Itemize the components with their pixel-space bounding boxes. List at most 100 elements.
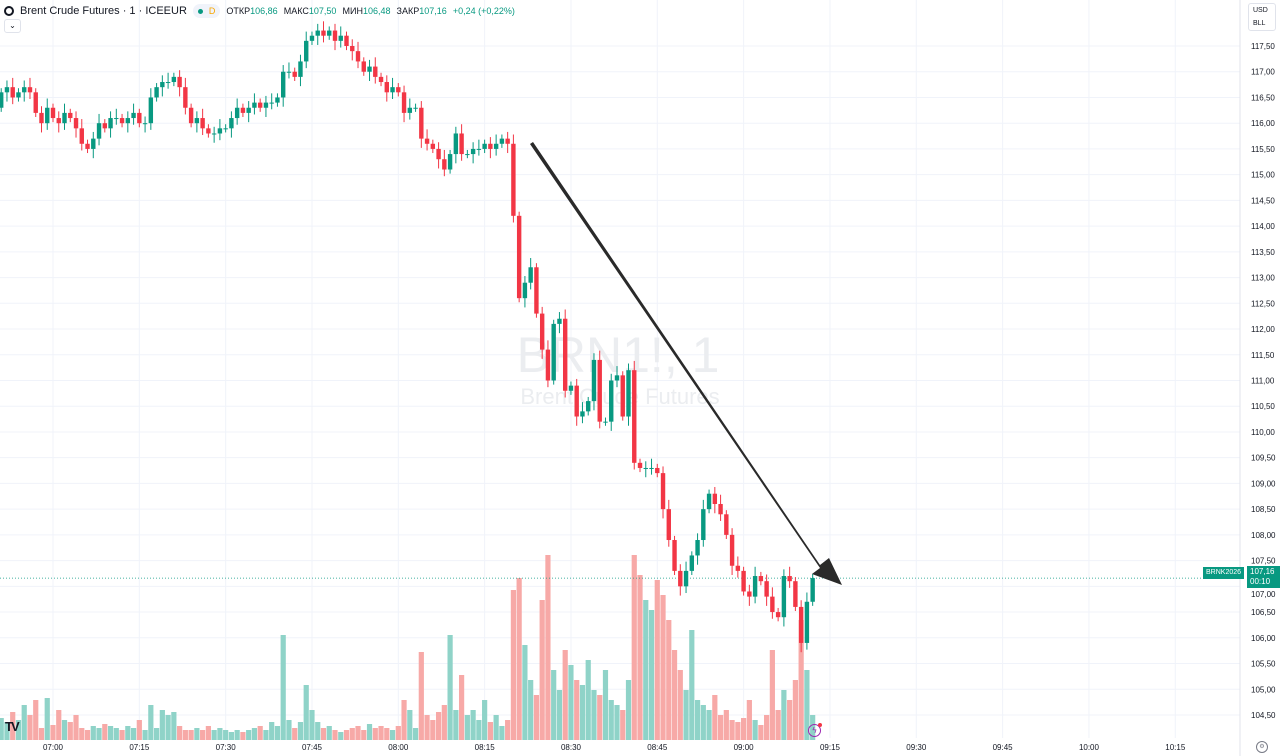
volume-bar <box>660 595 666 740</box>
candle-down <box>775 612 781 618</box>
measure-unit[interactable]: BLL <box>1253 20 1266 27</box>
candle-up <box>22 87 27 93</box>
candle-up <box>476 148 482 150</box>
volume-bar <box>781 690 787 740</box>
y-tick-label: 115,50 <box>1251 145 1275 154</box>
candle-down <box>666 509 671 541</box>
candle-down <box>747 591 752 597</box>
y-tick-label: 114,00 <box>1251 222 1275 231</box>
y-tick-label: 110,00 <box>1251 428 1275 437</box>
candle-up <box>752 576 758 597</box>
candle-down <box>735 565 741 571</box>
market-status[interactable]: D <box>192 4 221 18</box>
volume-bar <box>286 720 292 740</box>
y-tick-label: 112,50 <box>1251 299 1275 308</box>
gear-icon[interactable]: ⚙ <box>1256 741 1268 753</box>
candle-down <box>741 570 746 592</box>
lightning-alert-icon[interactable]: ϟ <box>808 723 822 737</box>
bar-countdown: 00:10 <box>1250 577 1271 586</box>
watermark-name: Brent Crude Futures <box>520 384 719 409</box>
tradingview-logo[interactable]: TV <box>5 719 20 734</box>
volume-bar <box>0 718 4 740</box>
x-tick-label: 10:00 <box>1079 743 1100 752</box>
symbol-title[interactable]: Brent Crude Futures · 1 · ICEEUR <box>20 5 187 17</box>
candle-up <box>142 123 148 125</box>
candle-up <box>683 570 689 587</box>
volume-bar <box>493 715 499 740</box>
volume-bar <box>234 730 240 740</box>
candle-down <box>436 148 441 160</box>
candle-down <box>787 576 792 582</box>
y-tick-label: 107,00 <box>1251 590 1276 599</box>
candle-up <box>269 102 274 104</box>
volume-bar <box>303 685 309 740</box>
volume-bar <box>223 730 229 740</box>
volume-bar <box>130 728 137 740</box>
candle-down <box>597 359 602 422</box>
candle-up <box>223 128 228 130</box>
y-tick-label: 111,00 <box>1251 376 1275 385</box>
candle-up <box>614 375 620 381</box>
candle-up <box>194 118 200 124</box>
trend-arrow-drawing[interactable] <box>530 142 842 585</box>
candle-up <box>4 87 10 93</box>
chevron-down-icon: ⌄ <box>9 21 16 30</box>
currency-selector[interactable]: USD BLL <box>1248 3 1276 31</box>
volume-bar <box>706 710 712 740</box>
candle-down <box>332 30 338 41</box>
volume-bar <box>533 695 540 740</box>
candle-up <box>470 148 476 155</box>
volume-bar <box>741 718 747 740</box>
volume-bar <box>263 730 269 740</box>
candle-up <box>217 128 223 134</box>
candle-down <box>85 143 90 149</box>
volume-bar <box>574 680 580 740</box>
volume-bar <box>10 712 16 740</box>
volume-bar <box>211 730 217 740</box>
volume-bar <box>355 726 361 740</box>
volume-bar <box>119 730 125 740</box>
low-label: МИН <box>342 6 363 16</box>
volume-bar <box>430 720 436 740</box>
candle-down <box>539 313 545 350</box>
volume-bar <box>389 730 396 740</box>
candle-up <box>493 143 499 149</box>
volume-bar <box>694 700 701 740</box>
candle-up <box>211 133 217 135</box>
candle-up <box>148 97 154 124</box>
volume-bar <box>309 710 315 740</box>
candle-up <box>0 92 4 108</box>
volume-bar <box>723 710 729 740</box>
candle-down <box>39 112 44 124</box>
candle-down <box>534 267 539 314</box>
volume-bar <box>775 710 781 740</box>
collapse-legend-button[interactable]: ⌄ <box>4 19 21 33</box>
y-tick-label: 111,50 <box>1251 351 1275 360</box>
currency-unit[interactable]: USD <box>1253 7 1268 14</box>
candle-up <box>568 385 574 391</box>
candle-down <box>430 143 436 149</box>
x-tick-label: 07:45 <box>302 743 323 752</box>
candle-down <box>344 35 349 46</box>
volume-bar <box>297 722 304 740</box>
volume-bar <box>107 726 114 740</box>
y-tick-label: 116,50 <box>1251 93 1275 102</box>
candle-up <box>465 154 470 156</box>
x-tick-label: 08:45 <box>647 743 668 752</box>
candle-up <box>275 97 280 103</box>
volume-bar <box>528 680 534 740</box>
volume-bar <box>464 715 470 740</box>
candle-down <box>361 61 366 72</box>
volume-bar <box>90 726 96 740</box>
candle-up <box>96 123 102 139</box>
candle-down <box>33 92 38 113</box>
candle-down <box>321 30 326 36</box>
volume-bar <box>292 728 298 740</box>
y-tick-label: 109,00 <box>1251 479 1276 488</box>
volume-bar <box>729 720 735 740</box>
volume-bar <box>510 590 516 740</box>
x-tick-label: 09:30 <box>906 743 927 752</box>
candle-down <box>637 462 643 468</box>
y-tick-label: 108,00 <box>1251 531 1276 540</box>
